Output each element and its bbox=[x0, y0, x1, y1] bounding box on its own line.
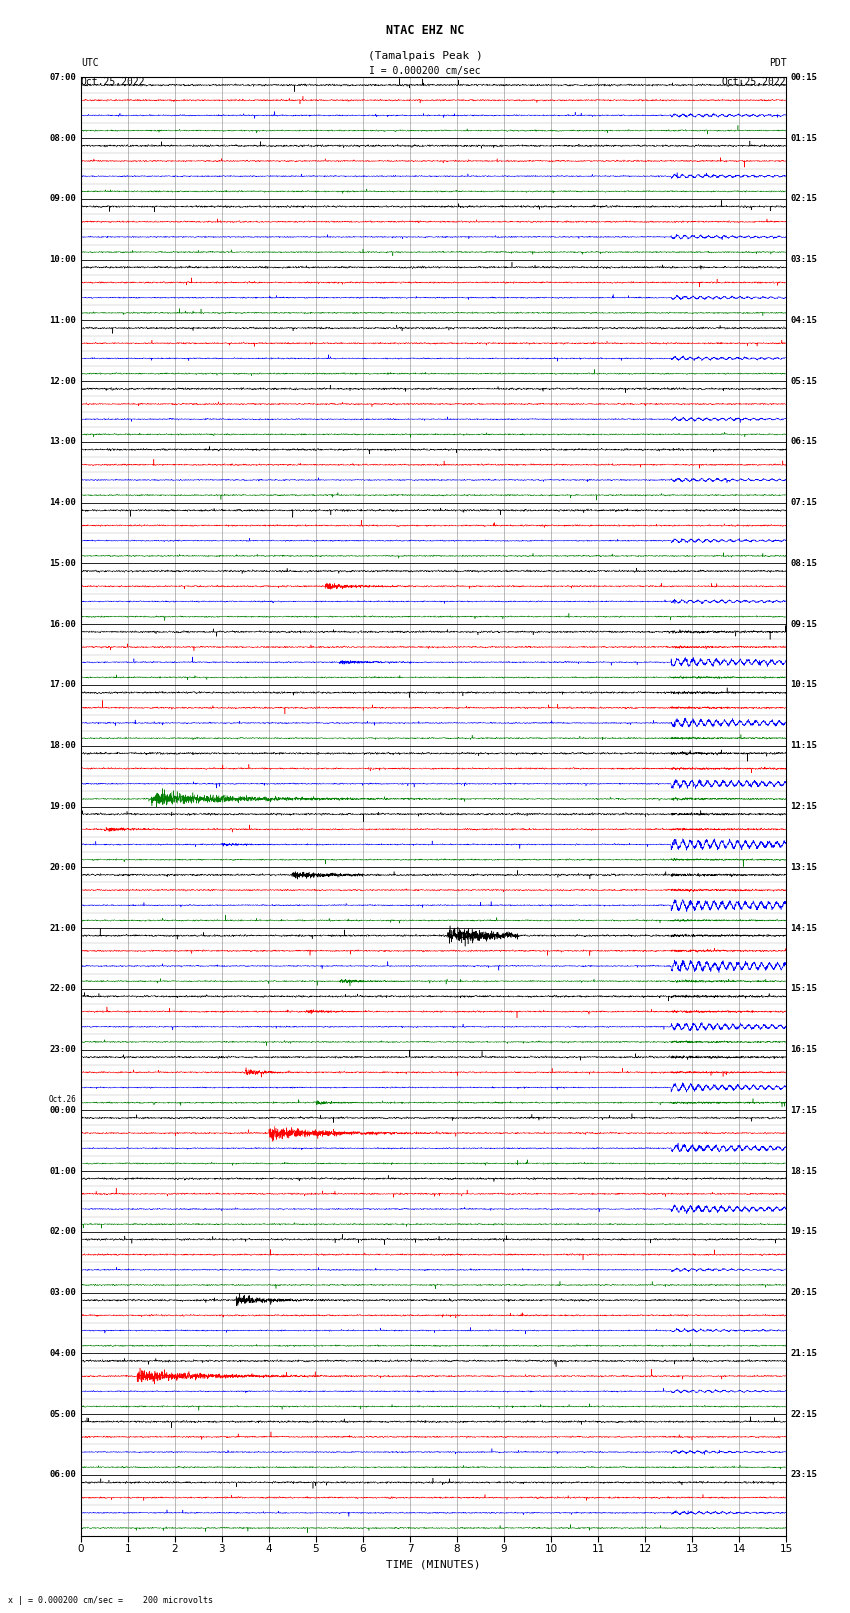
Text: UTC: UTC bbox=[81, 58, 99, 68]
Text: 18:15: 18:15 bbox=[790, 1166, 818, 1176]
Text: 12:15: 12:15 bbox=[790, 802, 818, 811]
Text: 13:00: 13:00 bbox=[49, 437, 76, 447]
Text: 00:15: 00:15 bbox=[790, 73, 818, 82]
Text: 08:00: 08:00 bbox=[49, 134, 76, 142]
Text: 21:15: 21:15 bbox=[790, 1348, 818, 1358]
Text: 07:15: 07:15 bbox=[790, 498, 818, 506]
Text: (Tamalpais Peak ): (Tamalpais Peak ) bbox=[367, 52, 483, 61]
Text: 04:15: 04:15 bbox=[790, 316, 818, 324]
Text: 07:00: 07:00 bbox=[49, 73, 76, 82]
Text: 22:00: 22:00 bbox=[49, 984, 76, 994]
Text: NTAC EHZ NC: NTAC EHZ NC bbox=[386, 24, 464, 37]
Text: 11:15: 11:15 bbox=[790, 742, 818, 750]
Text: 22:15: 22:15 bbox=[790, 1410, 818, 1418]
Text: 13:15: 13:15 bbox=[790, 863, 818, 871]
Text: PDT: PDT bbox=[768, 58, 786, 68]
Text: 03:15: 03:15 bbox=[790, 255, 818, 265]
Text: 15:00: 15:00 bbox=[49, 560, 76, 568]
Text: 14:15: 14:15 bbox=[790, 924, 818, 932]
Text: 09:00: 09:00 bbox=[49, 195, 76, 203]
Text: 01:00: 01:00 bbox=[49, 1166, 76, 1176]
Text: 05:15: 05:15 bbox=[790, 377, 818, 386]
Text: 16:15: 16:15 bbox=[790, 1045, 818, 1053]
Text: 10:00: 10:00 bbox=[49, 255, 76, 265]
Text: 19:15: 19:15 bbox=[790, 1227, 818, 1236]
Text: 17:15: 17:15 bbox=[790, 1107, 818, 1115]
Text: 12:00: 12:00 bbox=[49, 377, 76, 386]
Text: 19:00: 19:00 bbox=[49, 802, 76, 811]
Text: 23:00: 23:00 bbox=[49, 1045, 76, 1053]
Text: x | = 0.000200 cm/sec =    200 microvolts: x | = 0.000200 cm/sec = 200 microvolts bbox=[8, 1595, 213, 1605]
Text: 16:00: 16:00 bbox=[49, 619, 76, 629]
Text: 08:15: 08:15 bbox=[790, 560, 818, 568]
Text: I = 0.000200 cm/sec: I = 0.000200 cm/sec bbox=[369, 66, 481, 76]
Text: 09:15: 09:15 bbox=[790, 619, 818, 629]
Text: 21:00: 21:00 bbox=[49, 924, 76, 932]
Text: Oct.25,2022: Oct.25,2022 bbox=[81, 77, 145, 87]
Text: 02:15: 02:15 bbox=[790, 195, 818, 203]
X-axis label: TIME (MINUTES): TIME (MINUTES) bbox=[386, 1560, 481, 1569]
Text: 02:00: 02:00 bbox=[49, 1227, 76, 1236]
Text: 15:15: 15:15 bbox=[790, 984, 818, 994]
Text: 00:00: 00:00 bbox=[49, 1107, 76, 1115]
Text: 18:00: 18:00 bbox=[49, 742, 76, 750]
Text: 10:15: 10:15 bbox=[790, 681, 818, 689]
Text: 20:00: 20:00 bbox=[49, 863, 76, 871]
Text: 04:00: 04:00 bbox=[49, 1348, 76, 1358]
Text: 11:00: 11:00 bbox=[49, 316, 76, 324]
Text: 17:00: 17:00 bbox=[49, 681, 76, 689]
Text: 14:00: 14:00 bbox=[49, 498, 76, 506]
Text: 01:15: 01:15 bbox=[790, 134, 818, 142]
Text: 03:00: 03:00 bbox=[49, 1289, 76, 1297]
Text: 06:15: 06:15 bbox=[790, 437, 818, 447]
Text: Oct.25,2022: Oct.25,2022 bbox=[722, 77, 786, 87]
Text: 05:00: 05:00 bbox=[49, 1410, 76, 1418]
Text: 06:00: 06:00 bbox=[49, 1471, 76, 1479]
Text: 20:15: 20:15 bbox=[790, 1289, 818, 1297]
Text: 23:15: 23:15 bbox=[790, 1471, 818, 1479]
Text: Oct.26: Oct.26 bbox=[48, 1095, 76, 1103]
